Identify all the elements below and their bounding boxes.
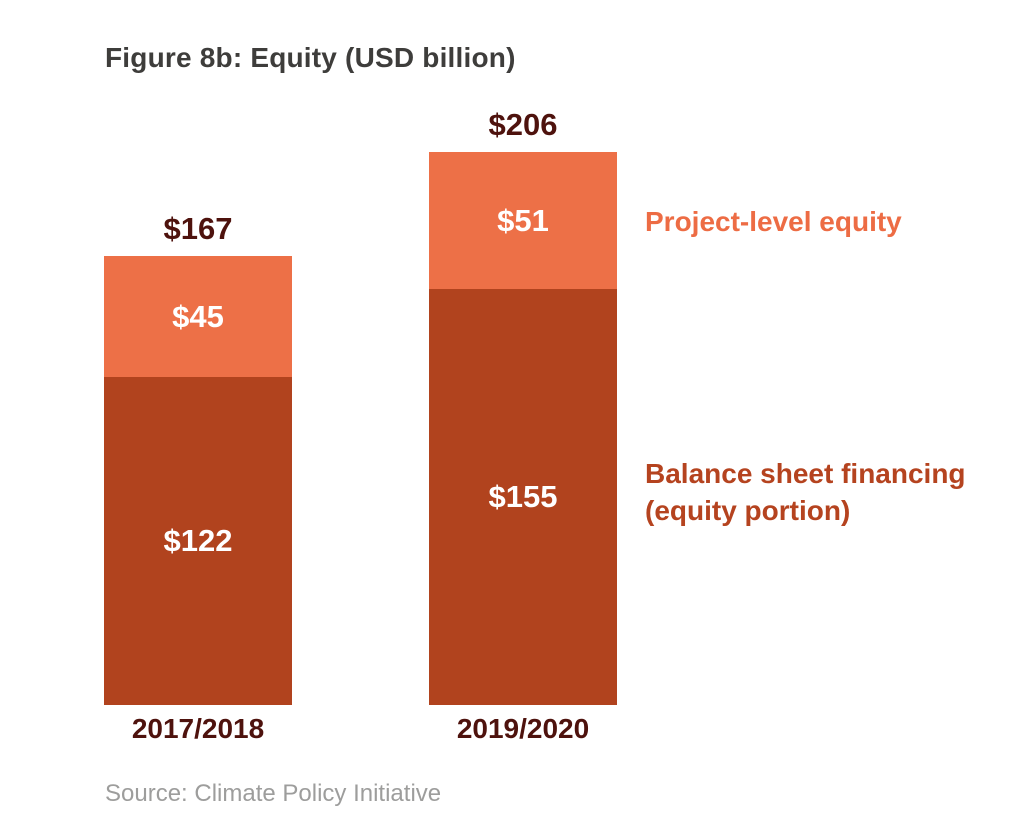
legend-project-level-equity: Project-level equity [645,206,902,237]
figure-title: Figure 8b: Equity (USD billion) [105,42,516,73]
bar-segment-value-label: $51 [497,202,549,238]
bar-segment-value-label: $122 [163,523,233,558]
bar-segment-value-label: $45 [172,298,224,334]
x-axis-label: 2017/2018 [131,713,265,744]
bar-total-label: $167 [163,211,233,246]
bar-segment-value-label: $155 [488,479,558,514]
legend-balance-sheet-financing: Balance sheet financing (equity portion) [645,458,966,526]
source-caption: Source: Climate Policy Initiative [105,780,442,807]
bar-stack: $51 $155 [429,152,617,705]
bar-segment-project-level-equity: $45 [104,256,292,377]
bar-segment-project-level-equity: $51 [429,152,617,289]
bar-total-label: $206 [488,107,558,142]
bar-segment-balance-sheet-financing-equity-portion: $155 [429,289,617,705]
bar-stack: $45 $122 [104,256,292,705]
x-axis-label: 2019/2020 [456,713,590,744]
bar-segment-balance-sheet-financing-equity-portion: $122 [104,377,292,705]
